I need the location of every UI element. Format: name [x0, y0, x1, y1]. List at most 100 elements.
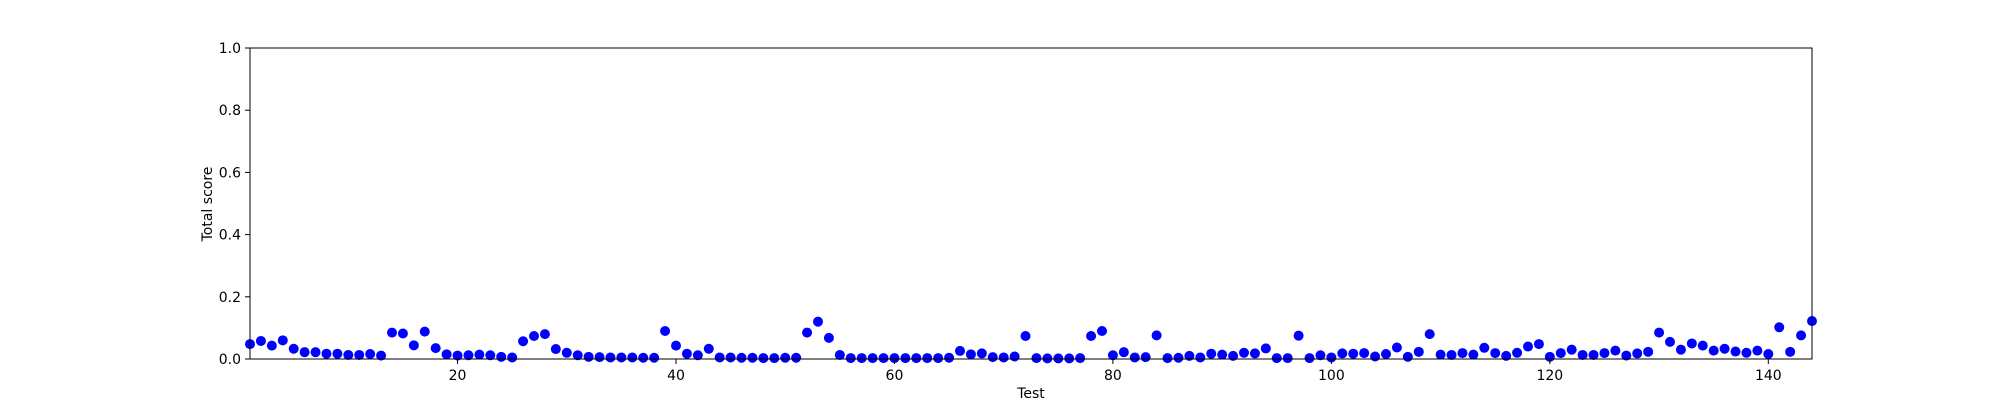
data-point [419, 326, 430, 337]
data-points [245, 316, 1817, 364]
data-point [976, 348, 987, 359]
data-point [583, 351, 594, 362]
data-point [638, 352, 649, 363]
data-point [1413, 346, 1424, 357]
data-point [802, 327, 813, 338]
data-point [703, 343, 714, 354]
data-point [518, 336, 529, 347]
data-point [408, 340, 419, 351]
data-point [660, 326, 671, 337]
data-point [1665, 336, 1675, 347]
data-point [1260, 343, 1271, 354]
data-point [1337, 348, 1348, 359]
data-point [1282, 353, 1293, 364]
data-point [1206, 348, 1217, 359]
data-point [1785, 346, 1796, 357]
data-point [1774, 322, 1785, 333]
data-point [1654, 327, 1665, 338]
data-point [1697, 340, 1708, 351]
data-point [1599, 348, 1610, 359]
y-tick-label: 0.4 [219, 228, 241, 244]
y-tick-label: 0.6 [219, 165, 241, 181]
data-point [911, 353, 922, 364]
data-point [1708, 345, 1719, 356]
data-point [1173, 352, 1184, 363]
y-tick-label: 0.0 [219, 352, 241, 368]
data-point [1042, 353, 1053, 364]
data-point [266, 340, 277, 351]
data-point [1588, 349, 1599, 360]
x-axis-ticks: 20 40 60 80 100 120 140 [449, 359, 1782, 384]
data-point [736, 352, 747, 363]
data-point [1086, 330, 1097, 341]
data-point [813, 316, 823, 327]
data-point [1151, 330, 1162, 341]
data-point [474, 349, 485, 360]
data-point [1446, 349, 1457, 360]
data-point [878, 353, 889, 364]
data-point [376, 350, 387, 361]
data-point [1741, 347, 1752, 358]
data-point [255, 335, 266, 346]
data-point [605, 352, 616, 363]
data-point [747, 352, 758, 363]
data-point [1402, 351, 1413, 362]
data-point [332, 348, 343, 359]
data-point [1075, 353, 1086, 364]
data-point [1107, 350, 1118, 361]
data-point [1304, 353, 1315, 364]
data-point [900, 353, 911, 364]
data-point [867, 353, 878, 364]
data-point [1217, 349, 1228, 360]
data-point [922, 353, 933, 364]
data-point [1490, 348, 1501, 359]
data-point [1228, 350, 1239, 361]
data-point [965, 349, 976, 360]
data-point [1271, 353, 1282, 364]
data-point [1162, 353, 1173, 364]
data-point [310, 347, 321, 358]
data-point [856, 353, 867, 364]
data-point [561, 347, 572, 358]
plot-frame [249, 47, 1813, 360]
data-point [1512, 347, 1523, 358]
data-point [1468, 349, 1479, 360]
data-point [955, 345, 965, 356]
data-point [1326, 352, 1337, 363]
data-point [845, 353, 856, 364]
x-tick-label: 120 [1536, 368, 1563, 384]
data-point [1523, 341, 1533, 352]
data-point [1424, 329, 1435, 340]
data-point [1555, 348, 1566, 359]
data-point [998, 352, 1009, 363]
data-point [627, 352, 638, 363]
data-point [671, 340, 681, 351]
data-point [1239, 347, 1249, 358]
data-point [1457, 348, 1468, 359]
data-point [1020, 330, 1031, 341]
data-point [1577, 349, 1588, 360]
data-point [529, 330, 539, 341]
x-tick-label: 40 [667, 368, 685, 384]
data-point [1381, 349, 1391, 360]
data-point [1686, 338, 1697, 349]
data-point [288, 343, 299, 354]
data-point [1391, 342, 1402, 353]
x-tick-label: 80 [1104, 368, 1122, 384]
data-point [299, 347, 310, 358]
data-point [594, 352, 605, 363]
data-point [889, 353, 900, 364]
data-point [944, 352, 955, 363]
data-point [1370, 351, 1381, 362]
data-point [1763, 349, 1774, 360]
data-point [1129, 352, 1140, 363]
data-point [681, 348, 692, 359]
data-point [463, 350, 474, 361]
data-point [365, 349, 376, 360]
data-point [1140, 352, 1151, 363]
data-point [1675, 344, 1686, 355]
data-point [430, 343, 441, 354]
data-point [387, 327, 397, 338]
data-point [441, 349, 452, 360]
x-tick-label: 140 [1755, 368, 1782, 384]
